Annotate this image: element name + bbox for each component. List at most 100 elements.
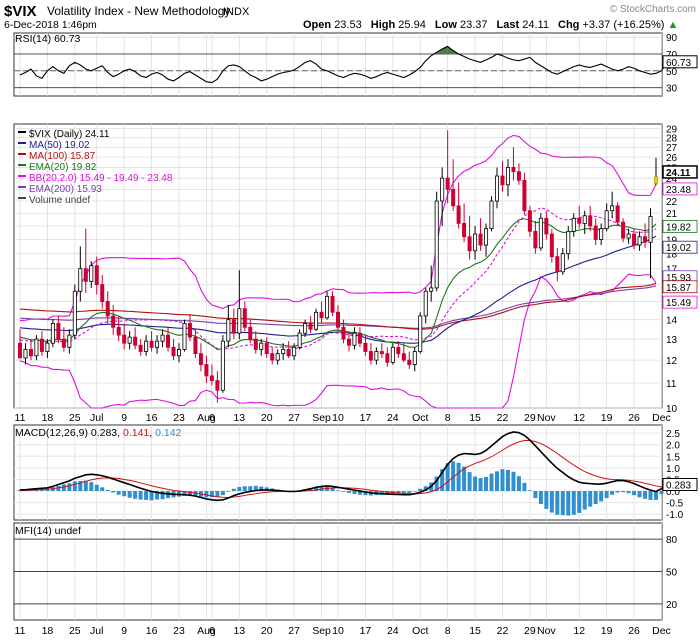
legend-swatch-volume [18,197,26,199]
price-tick-label: 13 [666,335,678,346]
candle-body [226,319,231,342]
price-tick-label: 22 [666,197,678,208]
macd-histogram-bar [357,491,362,495]
macd-histogram-bar [187,491,192,496]
macd-histogram-bar [346,491,351,493]
candle-body [61,338,66,348]
bb-upper-line [19,134,657,322]
macd-histogram-bar [467,472,472,492]
x-tick-label-bottom: 20 [261,625,273,637]
price-tick-label: 10 [666,404,678,415]
macd-histogram-bar [237,486,242,492]
x-tick-label: Oct [412,412,428,424]
candle-body [604,210,609,230]
exchange-label: INDX [223,6,250,18]
x-tick-label: 19 [601,412,613,424]
rsi-panel: 9070503060.73 [14,33,698,95]
x-tick-label: 11 [15,412,26,424]
candle-body [434,200,439,289]
candle-body [467,236,472,252]
macd-histogram-bar [445,463,450,492]
macd-histogram-bar [555,491,560,515]
x-tick-label: 23 [173,412,185,424]
candle-body [308,323,313,330]
candle-body [133,336,138,346]
price-tick-label: 17 [666,265,678,276]
x-tick-label: Dec [652,412,671,424]
macd-legend: MACD(12,26,9) 0.283, 0.141, 0.142 [15,427,182,439]
candle-body [423,290,428,317]
candle-body [67,334,72,348]
macd-histogram-bar [253,485,258,492]
macd-histogram-bar [654,491,658,500]
x-tick-label-bottom: 19 [601,625,613,637]
macd-line [19,431,668,502]
macd-histogram-bar [127,491,132,498]
macd-histogram-bar [122,491,127,497]
candle-body [418,315,423,352]
macd-histogram-bar [111,491,116,493]
macd-histogram-bar [330,488,335,492]
x-tick-label-bottom: 17 [360,625,372,637]
macd-tag: 0.283 [666,480,691,491]
candle-body [593,225,598,240]
price-tag-ema20: 19.82 [666,222,691,233]
candle-body [259,342,264,350]
candle-body [368,351,373,361]
candle-body [588,215,593,227]
x-tick-label: 20 [261,412,273,424]
x-tick-label-bottom: 6 [209,625,215,637]
mfi-panel: 80 50 20 [14,535,678,611]
candle-body [456,205,461,224]
candle-body [560,253,565,273]
candle-body [632,233,637,246]
price-tag-box-ma50 [662,240,698,254]
candle-body [275,353,280,361]
legend-price: $VIX (Daily) 24.11 [29,129,110,140]
price-tick-label: 18 [666,250,678,261]
instrument-name: Volatility Index - New Methodology [47,4,230,18]
candle-body [105,301,110,317]
candle-body [89,265,94,282]
x-tick-label-bottom: 22 [497,625,509,637]
candle-body [374,351,379,361]
rsi-legend: RSI(14) 60.73 [15,33,81,45]
candle-body [533,230,538,249]
legend-ema20: EMA(20) 19.82 [29,162,97,173]
macd-histogram-bar [379,491,384,495]
candle-body [566,230,571,255]
macd-histogram-bar [610,491,615,495]
candle-body [198,353,203,365]
price-tag-ma100: 15.87 [666,283,691,294]
x-tick-label-bottom: 10 [332,625,344,637]
macd-histogram-bar [456,462,461,492]
candle-body [292,346,297,357]
candle-body [445,177,450,190]
candle-body [17,342,22,359]
bb-mid-line [19,207,657,350]
candle-body [270,353,275,361]
x-tick-label: 12 [573,412,585,424]
macd-histogram-bar [94,484,99,492]
candle-body [571,217,576,232]
macd-histogram-bar [626,491,631,494]
candle-body [297,332,302,348]
x-tick-label-bottom: 23 [173,625,185,637]
candle-body [478,233,483,246]
candle-body [23,349,28,359]
legend-volume: Volume undef [29,195,90,206]
quote-line: Open 23.53 High 25.94 Low 23.37 Last 24.… [303,19,678,31]
x-tick-label-bottom: Aug [197,625,216,637]
macd-histogram-bar [155,491,160,500]
macd-histogram-bar [220,491,225,496]
candle-body [577,217,582,224]
macd-tick-label: 1.0 [666,464,680,475]
candle-body [401,353,406,361]
x-tick-label: 6 [209,412,215,424]
macd-histogram-bar [138,491,143,500]
macd-histogram-bar [544,491,549,509]
candle-body [385,353,390,363]
macd-histogram-bar [308,488,313,492]
macd-histogram-bar [632,491,637,496]
macd-histogram-bar [648,491,653,500]
